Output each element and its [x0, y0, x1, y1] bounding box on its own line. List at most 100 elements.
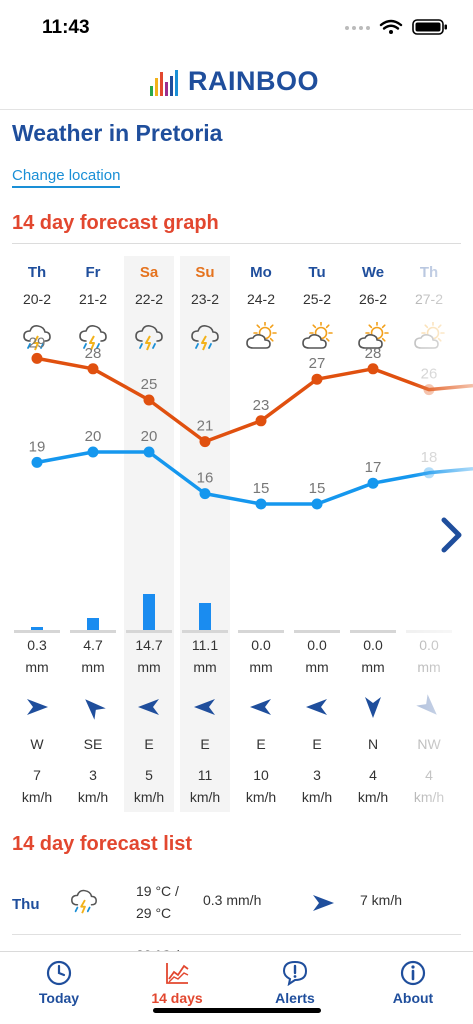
wind-direction: E	[256, 736, 266, 752]
tab-bar: Today 14 days Alerts About	[0, 951, 473, 1024]
wind-direction: N	[367, 736, 379, 752]
partly-sunny-icon	[245, 321, 277, 352]
tab-label: 14 days	[151, 990, 203, 1006]
wind-unit: km/h	[301, 789, 333, 805]
day-date: 24-2	[246, 291, 276, 307]
day-column[interactable]: We 26-2 0.0 mm N 4 km/h	[348, 256, 398, 812]
wind-direction-arrow-icon	[80, 694, 106, 720]
wind-direction-arrow-icon	[304, 694, 330, 720]
wind-speed: 7	[33, 767, 41, 783]
day-of-week: We	[361, 264, 385, 281]
rain-baseline	[294, 630, 340, 633]
alert-bubble-icon	[282, 960, 308, 986]
tab-label: About	[392, 990, 434, 1006]
change-location-link[interactable]: Change location	[12, 167, 121, 188]
wind-unit: km/h	[413, 789, 445, 805]
rain-unit: mm	[249, 659, 273, 675]
forecast-graph-title: 14 day forecast graph	[12, 212, 219, 234]
partly-sunny-icon	[301, 321, 333, 352]
wind-unit: km/h	[21, 789, 53, 805]
tab-14-days[interactable]: 14 days	[118, 958, 236, 1008]
rain-baseline	[70, 630, 116, 633]
tab-today[interactable]: Today	[0, 958, 118, 1008]
forecast-graph[interactable]: Th 20-2 0.3 mm W 7 km/h Fr 21-2 4.7 mm SE 3 km/h Sa 22-…	[0, 250, 473, 815]
section-divider	[12, 243, 461, 244]
day-column[interactable]: Th 20-2 0.3 mm W 7 km/h	[12, 256, 62, 812]
next-arrow-icon[interactable]	[437, 516, 465, 554]
tab-label: Today	[38, 990, 80, 1006]
rain-baseline	[406, 630, 452, 633]
rain-amount: 0.0	[419, 637, 439, 653]
battery-icon	[412, 19, 447, 35]
thunderstorm-icon	[77, 322, 109, 352]
rain-bar	[143, 594, 155, 630]
tab-about[interactable]: About	[354, 958, 472, 1008]
forecast-list-title: 14 day forecast list	[12, 833, 193, 855]
rain-amount: 11.1	[191, 637, 219, 653]
day-date: 26-2	[358, 291, 388, 307]
status-time: 11:43	[42, 17, 90, 38]
rain-bar	[199, 602, 211, 630]
rainbow-bars-icon	[150, 70, 178, 96]
day-date: 25-2	[302, 291, 332, 307]
wind-speed: 4	[425, 767, 433, 783]
partly-sunny-icon	[413, 321, 445, 352]
rain-unit: mm	[417, 659, 441, 675]
rain-amount: 4.7	[83, 637, 103, 653]
rain-amount: 14.7	[135, 637, 163, 653]
rain-unit: mm	[81, 659, 105, 675]
rain-bar	[31, 627, 43, 630]
list-temperature: 19 °C / 29 °C	[136, 880, 179, 924]
day-of-week: Th	[27, 264, 47, 281]
day-of-week: Tu	[308, 264, 326, 281]
wind-direction: E	[200, 736, 210, 752]
wind-unit: km/h	[189, 789, 221, 805]
status-bar: 11:43	[0, 0, 473, 52]
wind-unit: km/h	[245, 789, 277, 805]
rain-bar	[87, 618, 99, 630]
app-header: RAINBOO	[0, 58, 473, 110]
row-divider	[12, 934, 461, 935]
rain-amount: 0.0	[307, 637, 327, 653]
rain-baseline	[126, 630, 172, 633]
wind-direction-arrow-icon	[136, 694, 162, 720]
list-item[interactable]: Thu 19 °C / 29 °C 0.3 mm/h 7 km/h	[12, 880, 461, 936]
wind-speed: 5	[145, 767, 153, 783]
partly-sunny-icon	[357, 321, 389, 352]
day-of-week: Fr	[85, 264, 101, 281]
thunderstorm-icon	[21, 322, 53, 352]
list-wind: 7 km/h	[360, 892, 403, 908]
tab-label: Alerts	[275, 990, 315, 1006]
day-column[interactable]: Sa 22-2 14.7 mm E 5 km/h	[124, 256, 174, 812]
rain-unit: mm	[305, 659, 329, 675]
app-logo: RAINBOO	[148, 64, 328, 100]
logo-text: RAINBOO	[188, 66, 319, 96]
day-of-week: Sa	[139, 264, 159, 281]
thunderstorm-icon	[69, 886, 99, 916]
wind-direction-arrow-icon	[416, 694, 442, 720]
list-temp-high: 29 °C	[136, 905, 172, 921]
list-day: Thu	[12, 896, 40, 913]
signal-icon	[345, 26, 370, 30]
rain-baseline	[238, 630, 284, 633]
tab-alerts[interactable]: Alerts	[236, 958, 354, 1008]
chart-icon	[166, 963, 189, 984]
day-column[interactable]: Tu 25-2 0.0 mm E 3 km/h	[292, 256, 342, 812]
wind-speed: 11	[197, 767, 213, 783]
rain-amount: 0.0	[251, 637, 271, 653]
clock-icon	[46, 960, 72, 986]
day-column[interactable]: Su 23-2 11.1 mm E 11 km/h	[180, 256, 230, 812]
day-column[interactable]: Mo 24-2 0.0 mm E 10 km/h	[236, 256, 286, 812]
day-of-week: Th	[419, 264, 439, 281]
thunderstorm-icon	[189, 322, 221, 352]
day-date: 27-2	[414, 291, 444, 307]
day-date: 20-2	[22, 291, 52, 307]
rain-unit: mm	[193, 659, 217, 675]
wifi-dot	[389, 30, 393, 34]
wind-direction: E	[144, 736, 154, 752]
day-column[interactable]: Fr 21-2 4.7 mm SE 3 km/h	[68, 256, 118, 812]
wind-speed: 3	[313, 767, 321, 783]
wind-direction: SE	[83, 736, 103, 752]
rain-amount: 0.0	[363, 637, 383, 653]
day-of-week: Mo	[250, 264, 272, 281]
